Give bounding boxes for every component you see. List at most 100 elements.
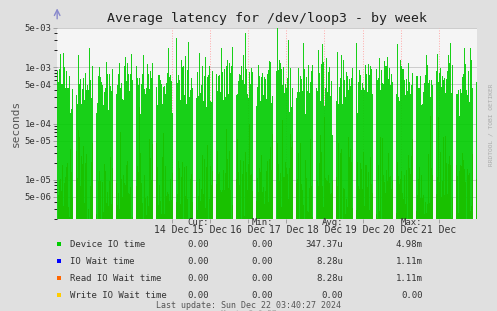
Bar	[408, 155, 409, 219]
Bar	[442, 181, 443, 219]
Bar	[449, 63, 450, 219]
Bar	[427, 65, 428, 219]
Bar	[415, 211, 416, 219]
Bar	[120, 132, 121, 219]
Bar	[127, 161, 128, 219]
Bar	[118, 74, 119, 219]
Bar	[346, 199, 347, 219]
Bar	[61, 191, 62, 219]
Bar	[68, 88, 69, 219]
Bar	[274, 210, 275, 219]
Bar	[254, 160, 255, 219]
Bar	[400, 60, 401, 219]
Bar	[340, 153, 341, 219]
Bar	[106, 203, 107, 219]
Bar	[378, 165, 379, 219]
Bar	[180, 100, 181, 219]
Bar	[236, 95, 237, 219]
Bar	[331, 81, 332, 219]
Text: 0.00: 0.00	[187, 257, 209, 266]
Bar	[320, 101, 321, 219]
Bar	[155, 86, 156, 219]
Bar	[304, 69, 305, 219]
Bar	[267, 161, 268, 219]
Bar	[450, 165, 451, 219]
Bar	[306, 178, 307, 219]
Bar	[256, 87, 257, 219]
Bar	[240, 75, 241, 219]
Bar	[259, 76, 260, 219]
Bar	[62, 84, 63, 219]
Bar	[102, 85, 103, 219]
Bar	[123, 175, 124, 219]
Bar	[161, 214, 162, 219]
Bar	[383, 175, 384, 219]
Bar	[315, 86, 316, 219]
Text: Device IO time: Device IO time	[70, 240, 145, 248]
Bar	[380, 90, 381, 219]
Bar	[245, 33, 246, 219]
Bar	[122, 197, 123, 219]
Bar	[341, 55, 342, 219]
Y-axis label: seconds: seconds	[10, 100, 20, 147]
Bar	[238, 81, 239, 219]
Bar	[229, 151, 230, 219]
Bar	[458, 90, 459, 219]
Bar	[448, 55, 449, 219]
Bar	[137, 166, 138, 219]
Bar	[144, 89, 145, 219]
Bar	[398, 97, 399, 219]
Bar	[360, 75, 361, 219]
Bar	[181, 178, 182, 219]
Bar	[139, 78, 140, 219]
Bar	[288, 40, 289, 219]
Bar	[396, 213, 397, 219]
Bar	[313, 217, 314, 219]
Bar	[421, 104, 422, 219]
Bar	[82, 164, 83, 219]
Bar	[388, 80, 389, 219]
Text: 0.00: 0.00	[322, 291, 343, 300]
Bar	[325, 179, 326, 219]
Bar	[399, 100, 400, 219]
Bar	[221, 48, 222, 219]
Bar	[298, 68, 299, 219]
Bar	[431, 168, 432, 219]
Bar	[88, 90, 89, 219]
Bar	[264, 204, 265, 219]
Bar	[331, 193, 332, 219]
Bar	[252, 191, 253, 219]
Bar	[224, 69, 225, 219]
Bar	[59, 180, 60, 219]
Bar	[144, 175, 145, 219]
Bar	[101, 82, 102, 219]
Bar	[470, 211, 471, 219]
Bar	[109, 181, 110, 219]
Bar	[460, 165, 461, 219]
Bar	[412, 85, 413, 219]
Bar	[426, 213, 427, 219]
Bar	[321, 64, 322, 219]
Bar	[386, 66, 387, 219]
Bar	[379, 58, 380, 219]
Bar	[239, 185, 240, 219]
Bar	[413, 139, 414, 219]
Bar	[156, 86, 157, 219]
Bar	[64, 67, 65, 219]
Bar	[463, 160, 464, 219]
Bar	[427, 204, 428, 219]
Bar	[340, 77, 341, 219]
Bar	[321, 152, 322, 219]
Bar	[159, 75, 160, 219]
Bar	[197, 210, 198, 219]
Bar	[145, 94, 146, 219]
Bar	[328, 175, 329, 219]
Bar	[450, 43, 451, 219]
Bar	[268, 70, 269, 219]
Bar	[457, 94, 458, 219]
Bar	[108, 206, 109, 219]
Bar	[77, 178, 78, 219]
Bar	[468, 72, 469, 219]
Bar	[162, 104, 163, 219]
Bar	[119, 63, 120, 219]
